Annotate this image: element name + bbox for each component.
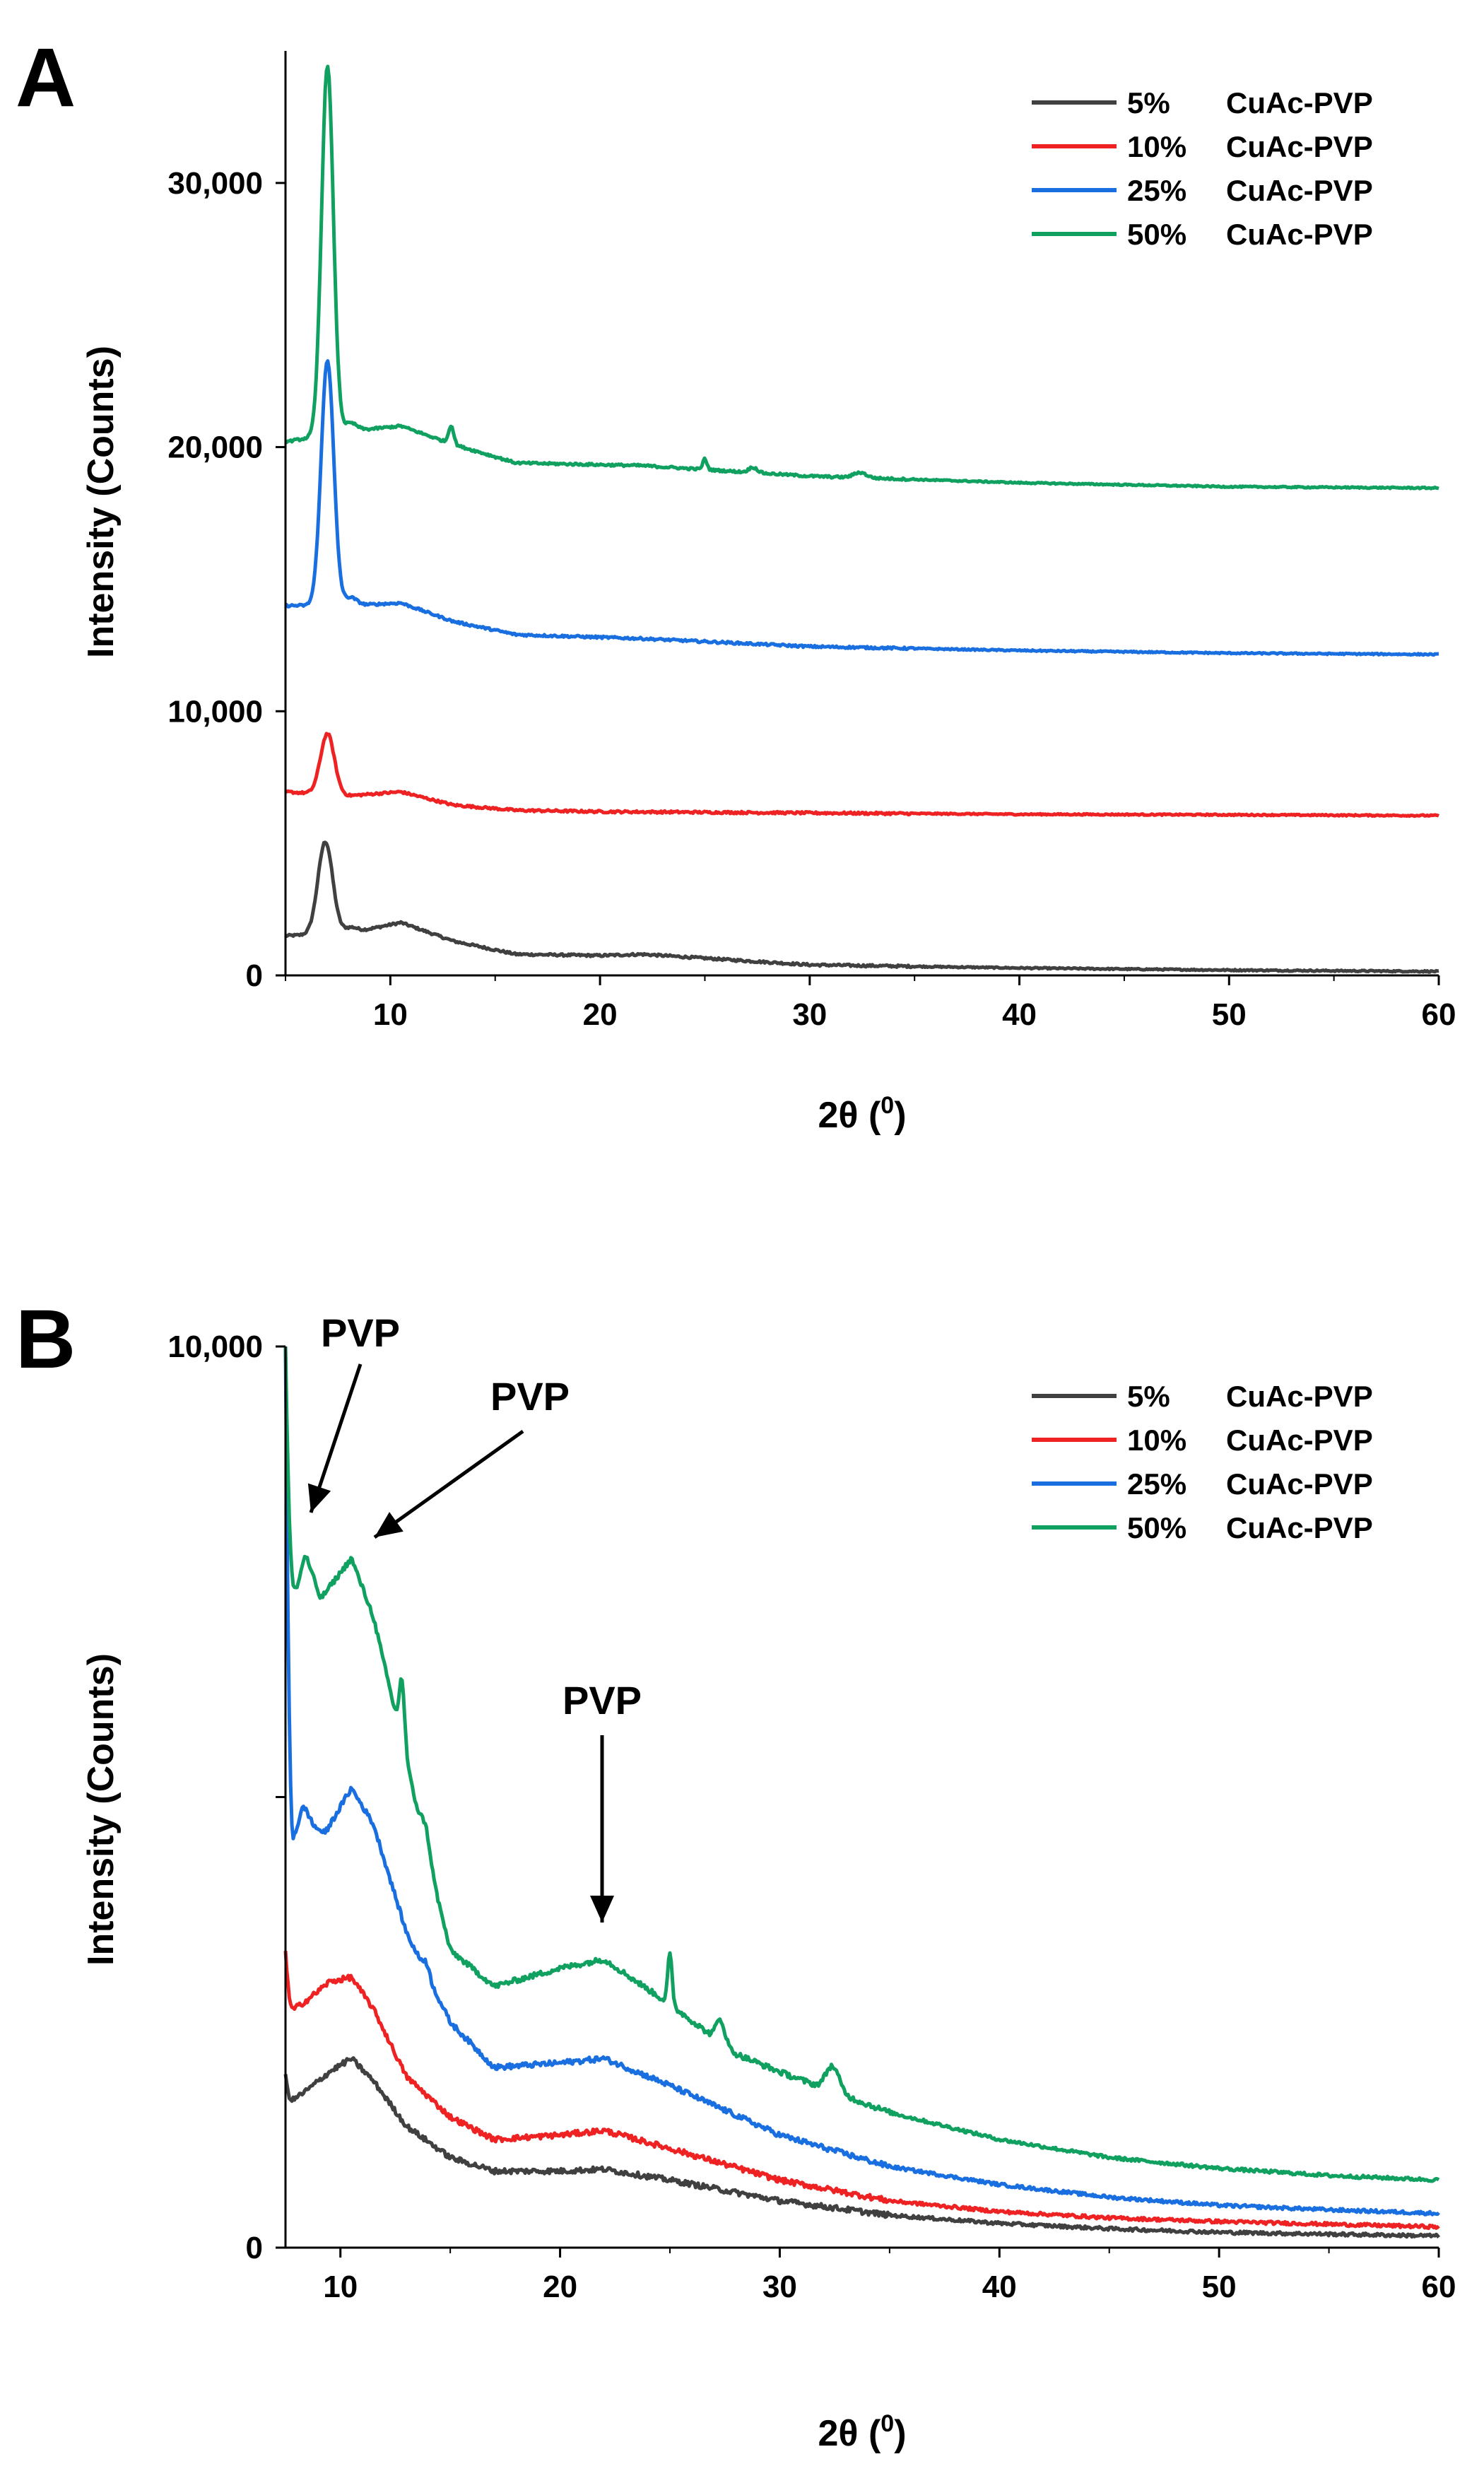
panel-b-legend-pct: 50%: [1127, 1511, 1186, 1544]
panel-a-legend-name: CuAc-PVP: [1226, 218, 1373, 251]
panel-a-x-tick-label: 20: [583, 997, 618, 1032]
panel-a-series-0-line: [284, 840, 1439, 974]
panel-a-series-2-line: [285, 359, 1439, 657]
panel-b-series-0-line: [283, 2056, 1440, 2239]
panel-a-legend-pct: 50%: [1127, 218, 1186, 251]
panel-b-axes: 10 20 30 40 50 60 0 10,000: [167, 1330, 1456, 2304]
panel-b-x-title-end: ): [894, 2413, 906, 2454]
panel-b-label: B: [16, 1293, 76, 1386]
panel-a-label: A: [16, 31, 76, 124]
panel-a-legend: 5% CuAc-PVP 10% CuAc-PVP 25% CuAc-PVP 50% CuAc-…: [1032, 86, 1373, 251]
panel-a-x-title-main: 2θ (: [818, 1095, 881, 1136]
panel-b-y-tick-label: 0: [246, 2231, 263, 2265]
panel-b-legend: 5% CuAc-PVP 10% CuAc-PVP 25% CuAc-PVP 50% CuAc-…: [1032, 1380, 1373, 1544]
panel-a-y-tick-label: 30,000: [167, 166, 263, 201]
panel-a-x-title-end: ): [894, 1095, 906, 1136]
panel-b-legend-pct: 25%: [1127, 1467, 1186, 1501]
panel-b-x-title-sup: 0: [881, 2410, 894, 2437]
panel-a-legend-pct: 25%: [1127, 174, 1186, 207]
panel-a-y-axis-title: Intensity (Counts): [81, 346, 122, 658]
panel-a-legend-pct: 10%: [1127, 130, 1186, 163]
panel-b-x-tick-label: 40: [982, 2270, 1017, 2304]
panel-a-series: [284, 64, 1440, 974]
panel-b-pvp-annotation-label: PVP: [490, 1374, 570, 1419]
panel-b-y-tick-label: 10,000: [167, 1330, 263, 1364]
panel-b-legend-name: CuAc-PVP: [1226, 1467, 1373, 1501]
panel-a-x-title-sup: 0: [881, 1092, 894, 1119]
panel-a-axes: 10 20 30 40 50 60 0 10,000 20,000 30,000: [167, 51, 1456, 1032]
panel-b-x-tick-label: 20: [543, 2270, 577, 2304]
panel-a-x-tick-label: 40: [1002, 997, 1037, 1032]
panel-a-x-tick-label: 10: [373, 997, 408, 1032]
panel-a-series-1-line: [284, 732, 1440, 818]
panel-b-x-title-main: 2θ (: [818, 2413, 881, 2454]
panel-b-x-tick-label: 30: [762, 2270, 797, 2304]
panel-b-legend-pct: 10%: [1127, 1424, 1186, 1457]
panel-b-pvp-arrow-head: [307, 1483, 331, 1513]
panel-b-x-tick-label: 10: [323, 2270, 358, 2304]
panel-b-series-1-line: [283, 1951, 1440, 2231]
panel-b-x-tick-label: 50: [1202, 2270, 1237, 2304]
panel-a-series-3-line: [284, 64, 1439, 491]
panel-b-x-axis-title: 2θ (0): [818, 2410, 906, 2454]
panel-a-x-axis-title: 2θ (0): [818, 1092, 906, 1136]
panel-b-y-axis-title: Intensity (Counts): [81, 1653, 122, 1966]
panel-b-series-2-line: [283, 1346, 1440, 2217]
panel-a-x-tick-label: 30: [792, 997, 827, 1032]
panel-b-legend-pct: 5%: [1127, 1380, 1170, 1413]
panel-b-annotations: PVP PVP PVP: [307, 1310, 642, 1923]
panel-b-x-tick-label: 60: [1422, 2270, 1456, 2304]
panel-b-pvp-arrow-head: [590, 1896, 614, 1923]
panel-b-legend-name: CuAc-PVP: [1226, 1380, 1373, 1413]
panel-a-legend-pct: 5%: [1127, 86, 1170, 119]
panel-b-legend-name: CuAc-PVP: [1226, 1424, 1373, 1457]
panel-a-x-tick-label: 60: [1422, 997, 1456, 1032]
panel-a-y-tick-label: 0: [246, 958, 263, 993]
panel-b-series-3-line: [283, 1346, 1440, 2183]
panel-a-legend-name: CuAc-PVP: [1226, 130, 1373, 163]
panel-b-pvp-arrow-shaft: [373, 1429, 524, 1539]
panel-b-pvp-annotation-label: PVP: [563, 1678, 642, 1722]
panel-a-legend-name: CuAc-PVP: [1226, 174, 1373, 207]
panel-b-legend-name: CuAc-PVP: [1226, 1511, 1373, 1544]
panel-a-legend-name: CuAc-PVP: [1226, 86, 1373, 119]
panel-a-x-tick-label: 50: [1212, 997, 1247, 1032]
panel-a-y-tick-label: 20,000: [167, 430, 263, 465]
panel-b-pvp-arrow-head: [375, 1512, 404, 1537]
panel-a-y-tick-label: 10,000: [167, 694, 263, 729]
panel-b-pvp-annotation-label: PVP: [321, 1310, 400, 1355]
panel-b-series: [283, 1346, 1440, 2239]
